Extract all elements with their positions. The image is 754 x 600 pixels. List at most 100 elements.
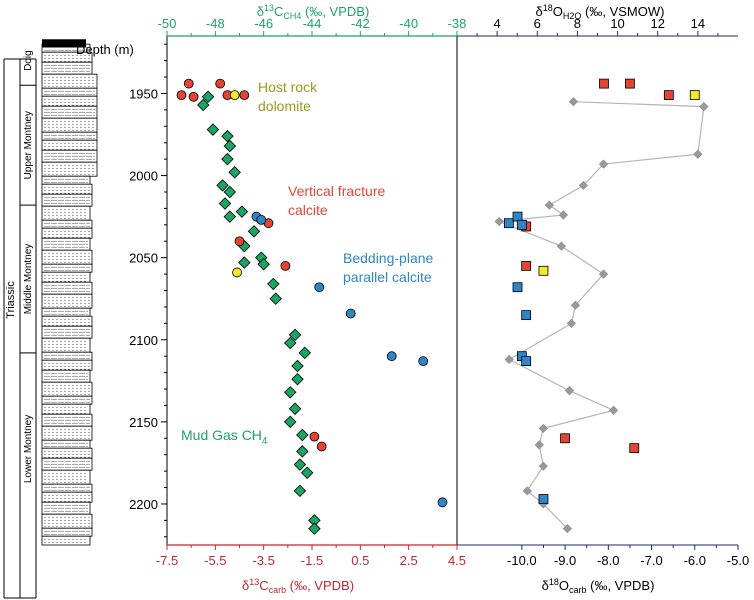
- lithology-bars: [41, 39, 98, 546]
- lithology-bed: [41, 483, 93, 493]
- depth-tick-label: 1950: [129, 86, 158, 101]
- carbon-top-tick-label: -42: [351, 16, 370, 31]
- point-mud-gas-ch4: [221, 152, 234, 166]
- water-point: [568, 97, 579, 107]
- lithology-bed: [41, 359, 93, 371]
- oxygen-top-tick-label: 8: [574, 16, 581, 31]
- lithology-bed: [41, 315, 93, 327]
- vertical-fracture-label-line: Vertical fracture: [288, 183, 385, 199]
- lithology-bed: [41, 131, 98, 141]
- point-bedding-plane-parallel-calcite: [521, 310, 532, 321]
- lithology-bed: [41, 183, 93, 195]
- axis-title-part: O: [553, 4, 563, 19]
- point-mud-gas-ch4: [308, 514, 321, 527]
- axis-title-part: (‰, VSMOW): [581, 4, 664, 19]
- carbon-bottom-tick-label: 4.5: [448, 553, 466, 568]
- oxygen-top-tick-label: 6: [534, 16, 541, 31]
- oxygen-bottom-tick-label: -5.0: [727, 553, 749, 568]
- point-mud-gas-ch4: [223, 185, 237, 199]
- depth-axis-label: Depth (m): [76, 42, 134, 57]
- axis-title-part: carb: [269, 585, 287, 595]
- point-mud-gas-ch4: [291, 372, 304, 386]
- lithology-bed: [41, 491, 93, 503]
- point-mud-gas-ch4: [284, 415, 297, 429]
- water-point: [608, 405, 619, 415]
- point-host-rock-dolomite: [538, 265, 549, 276]
- water-point: [570, 300, 581, 310]
- axis-title-part: (‰, VPDB): [286, 578, 354, 593]
- lithology-bed: [41, 403, 91, 415]
- axis-title-part: δ: [242, 578, 249, 593]
- carbon-top-tick-label: -50: [158, 16, 177, 31]
- point-mud-gas-ch4: [296, 445, 309, 458]
- lithology-bed: [41, 271, 91, 283]
- axis-title-part: H2O: [563, 11, 582, 21]
- carbon-bottom-tick-label: -5.5: [204, 553, 226, 568]
- carbon-bottom-tick-label: -1.5: [301, 553, 323, 568]
- water-point: [598, 269, 609, 279]
- point-bedding-plane-parallel-calcite: [256, 214, 267, 225]
- lithology-bed: [41, 263, 93, 273]
- point-vertical-fracture-calcite: [599, 78, 609, 89]
- lithology-bed: [41, 227, 93, 239]
- carbon-bottom-tick-label: 0.5: [351, 553, 369, 568]
- point-mud-gas-ch4: [247, 225, 261, 238]
- axis-title-part: 13: [249, 577, 259, 587]
- unit-label-doig: Doig: [23, 50, 34, 71]
- carbon-top-tick-label: -40: [399, 16, 418, 31]
- depth-tick-label: 2200: [129, 497, 158, 512]
- lithology-bed: [41, 139, 98, 151]
- carbon-top-tick-label: -46: [254, 16, 273, 31]
- point-bedding-plane-parallel-calcite: [503, 218, 514, 229]
- water-point: [538, 423, 548, 434]
- water-point: [538, 461, 548, 471]
- water-point: [556, 241, 566, 251]
- axis-title-part: 18: [543, 3, 553, 13]
- bottom-axis-title-d18o-carb: δ18Ocarb (‰, VPDB): [542, 577, 655, 595]
- point-vertical-fracture-calcite: [316, 441, 327, 452]
- point-mud-gas-ch4: [235, 205, 249, 218]
- mud-gas-label: Mud Gas CH4: [181, 427, 268, 447]
- annotations: Host rock dolomite Vertical fracture calcit…: [181, 79, 434, 447]
- point-mud-gas-ch4: [298, 346, 311, 360]
- point-bedding-plane-parallel-calcite: [437, 497, 448, 508]
- point-bedding-plane-parallel-calcite: [512, 211, 523, 222]
- point-mud-gas-ch4: [269, 292, 282, 305]
- axis-title-part: δ: [542, 578, 549, 593]
- oxygen-top-tick-label: 14: [691, 16, 705, 31]
- lithology-bed: [41, 351, 93, 361]
- oxygen-bottom-tick-label: -7.0: [640, 553, 662, 568]
- carbon-panel-axes: -50 -48 -46 -44 -42 -40 -38 -7.5 -5.5 -3.5 -1.5 0.5…: [156, 16, 467, 568]
- depth-tick-label: 2000: [129, 169, 158, 184]
- plot-frame: [166, 35, 738, 546]
- point-vertical-fracture-calcite: [663, 90, 674, 101]
- point-vertical-fracture-calcite: [215, 78, 226, 89]
- point-mud-gas-ch4: [218, 197, 232, 210]
- point-host-rock-dolomite: [229, 90, 240, 101]
- water-point: [544, 200, 554, 210]
- water-point: [504, 354, 514, 365]
- lithology-bed: [41, 175, 91, 185]
- carbon-bottom-tick-label: 2.5: [400, 553, 418, 568]
- point-vertical-fracture-calcite: [234, 236, 245, 247]
- unit-label-upper-montney: Upper Montney: [23, 111, 34, 179]
- point-mud-gas-ch4: [206, 123, 220, 136]
- point-vertical-fracture-calcite: [560, 433, 570, 444]
- point-mud-gas-ch4: [223, 210, 237, 223]
- top-axis-title-d13c-ch4: δ13CCH4 (‰, VPDB): [257, 3, 370, 21]
- point-vertical-fracture-calcite: [521, 260, 532, 271]
- data-marks: [176, 78, 709, 535]
- carbon-bottom-tick-label: -7.5: [156, 553, 178, 568]
- water-point: [699, 102, 709, 112]
- oxygen-top-tick-label: 10: [610, 16, 624, 31]
- mud-gas-label-main: Mud Gas CH: [181, 427, 262, 443]
- bottom-axis-title-d13c-carb: δ13Ccarb (‰, VPDB): [242, 577, 354, 595]
- lithology-bed: [41, 395, 93, 405]
- oxygen-panel-axes: 4 6 8 10 12 14 -10.0 -9.0 -8.0 -7.0 -6.0 -5.0: [476, 16, 749, 568]
- carbon-top-tick-label: -44: [303, 16, 322, 31]
- water-point: [598, 159, 609, 169]
- point-mud-gas-ch4: [293, 484, 307, 498]
- bedding-plane-label-line: parallel calcite: [343, 269, 432, 285]
- lithology-bed: [41, 527, 93, 537]
